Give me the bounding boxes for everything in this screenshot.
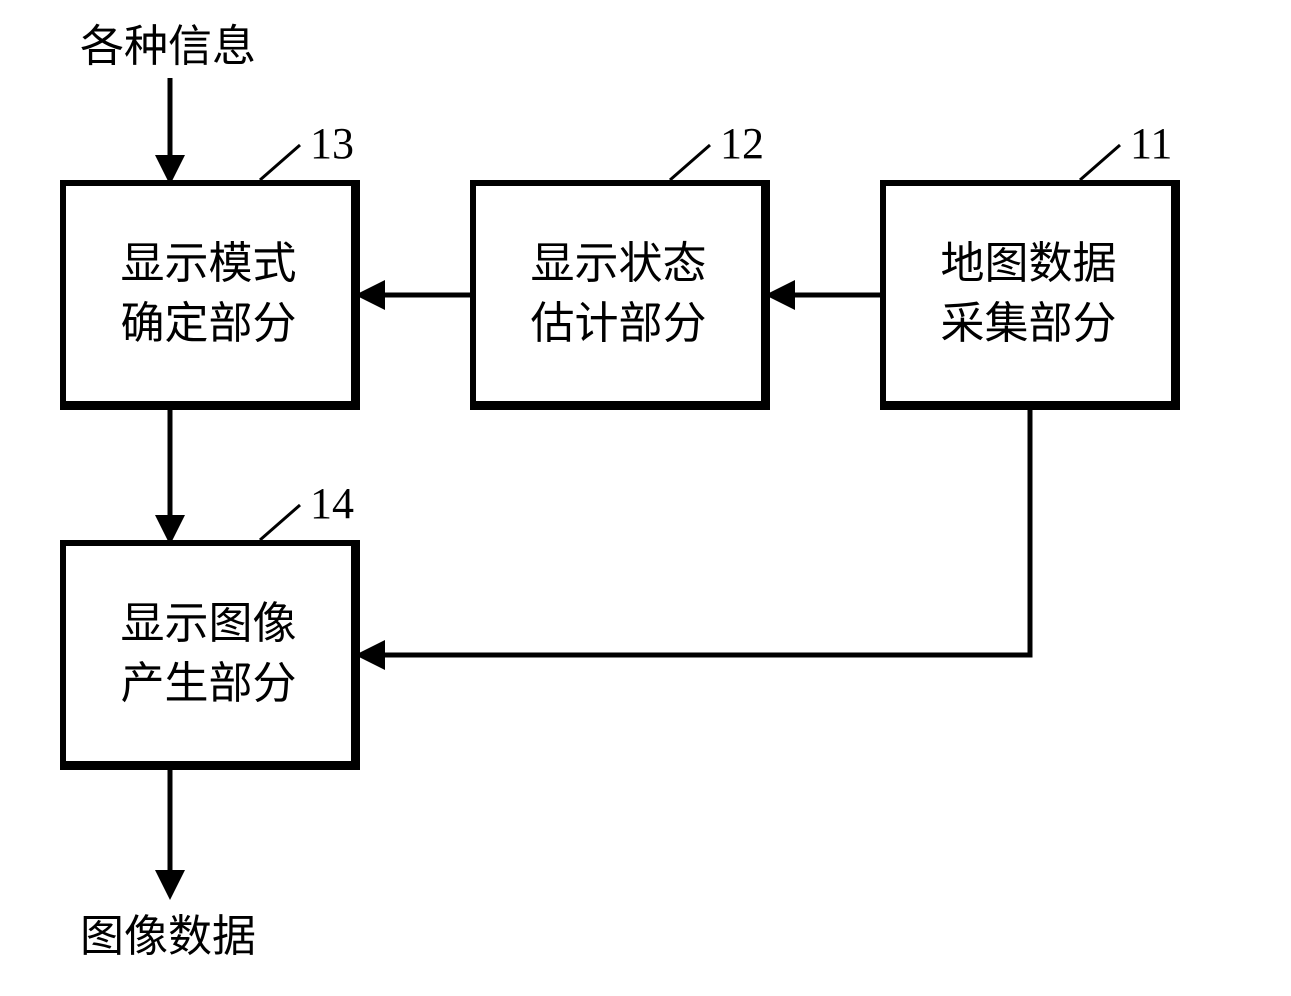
box-14-line1: 显示图像 — [121, 594, 297, 653]
input-label: 各种信息 — [80, 10, 256, 74]
box-11-map-data-collect: 地图数据 采集部分 — [880, 180, 1180, 410]
box-14-display-image-generate: 显示图像 产生部分 — [60, 540, 360, 770]
ref-12: 12 — [720, 118, 764, 169]
box-13-line2: 确定部分 — [121, 294, 297, 353]
box-13-line1: 显示模式 — [121, 234, 297, 293]
box-12-line1: 显示状态 — [531, 234, 707, 293]
box-12-display-state-estimate: 显示状态 估计部分 — [470, 180, 770, 410]
ref-11: 11 — [1130, 118, 1172, 169]
ref-13: 13 — [310, 118, 354, 169]
box-14-line2: 产生部分 — [121, 654, 297, 713]
box-11-line2: 采集部分 — [941, 294, 1117, 353]
box-11-line1: 地图数据 — [941, 234, 1117, 293]
box-12-line2: 估计部分 — [531, 294, 707, 353]
arrows-overlay — [0, 0, 1291, 996]
output-label: 图像数据 — [80, 900, 256, 964]
box-13-display-mode-determine: 显示模式 确定部分 — [60, 180, 360, 410]
ref-14: 14 — [310, 478, 354, 529]
diagram-canvas: 各种信息 图像数据 显示模式 确定部分 显示状态 估计部分 地图数据 采集部分 … — [0, 0, 1291, 996]
